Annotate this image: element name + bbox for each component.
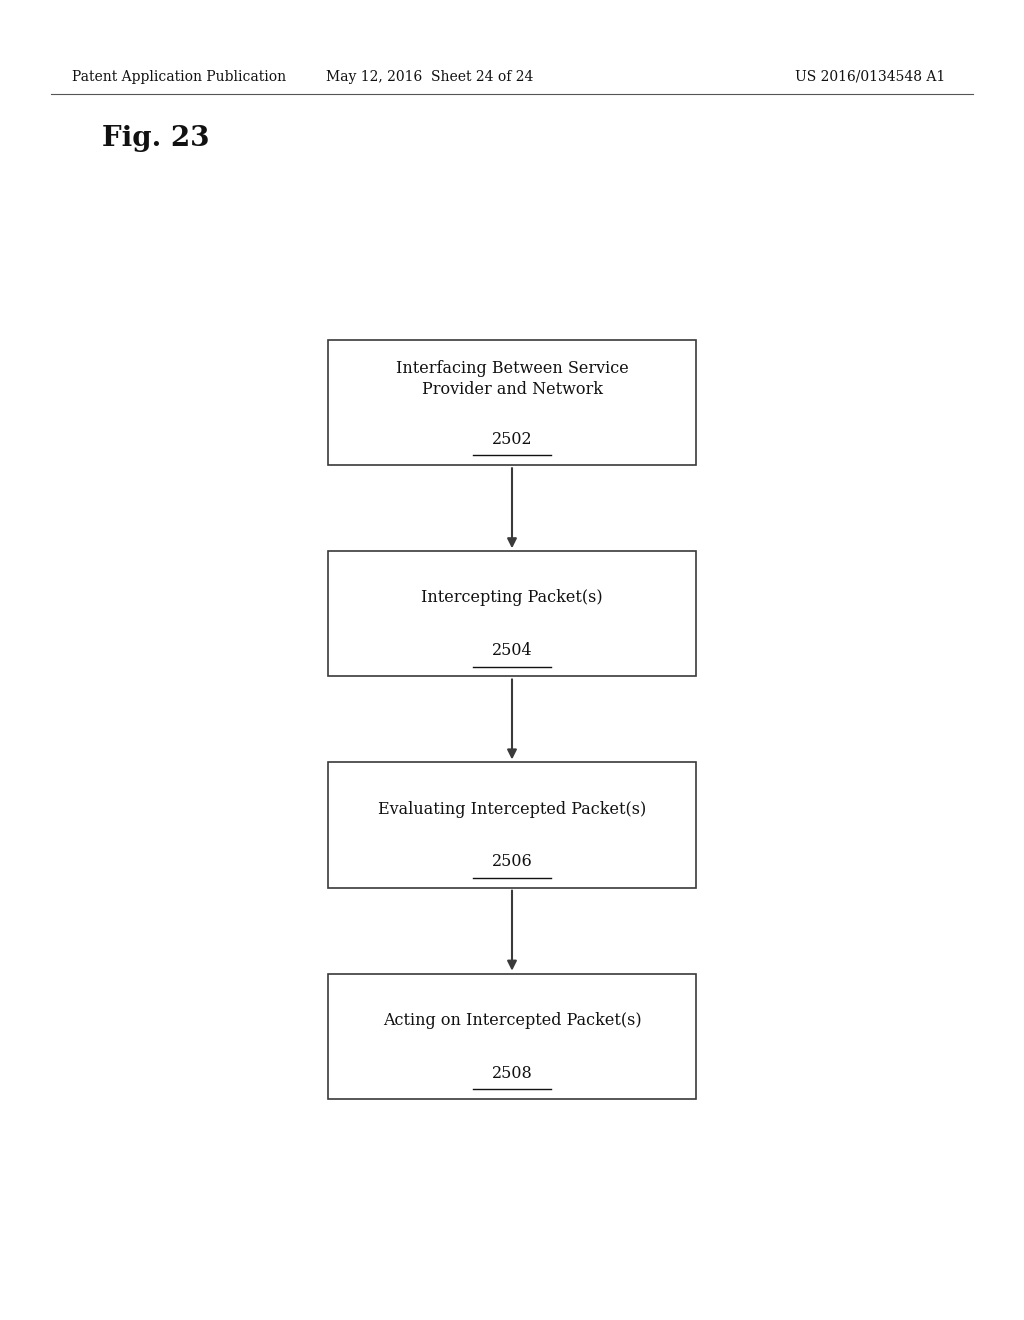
Text: 2502: 2502	[492, 432, 532, 447]
Text: Interfacing Between Service
Provider and Network: Interfacing Between Service Provider and…	[395, 359, 629, 399]
Text: 2508: 2508	[492, 1065, 532, 1081]
Text: 2504: 2504	[492, 643, 532, 659]
Text: May 12, 2016  Sheet 24 of 24: May 12, 2016 Sheet 24 of 24	[327, 70, 534, 83]
Bar	[328, 974, 696, 1098]
Text: Acting on Intercepted Packet(s): Acting on Intercepted Packet(s)	[383, 1012, 641, 1028]
Text: Evaluating Intercepted Packet(s): Evaluating Intercepted Packet(s)	[378, 801, 646, 817]
Bar	[328, 341, 696, 466]
Text: 2506: 2506	[492, 854, 532, 870]
Bar	[328, 552, 696, 676]
Bar	[328, 763, 696, 887]
Text: Intercepting Packet(s): Intercepting Packet(s)	[421, 590, 603, 606]
Text: Fig. 23: Fig. 23	[102, 125, 210, 152]
Text: Patent Application Publication: Patent Application Publication	[72, 70, 286, 83]
Text: US 2016/0134548 A1: US 2016/0134548 A1	[796, 70, 945, 83]
